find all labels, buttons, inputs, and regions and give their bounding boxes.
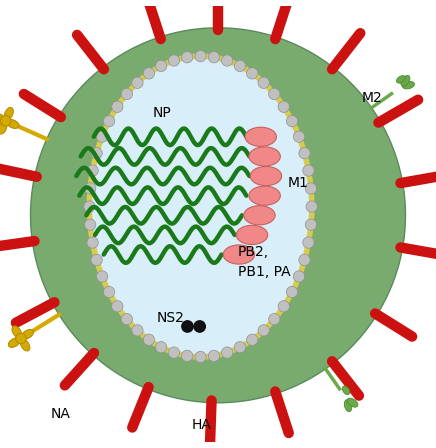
Text: NA: NA	[50, 407, 70, 421]
Text: M1: M1	[288, 176, 309, 190]
Circle shape	[258, 77, 269, 88]
Text: NP: NP	[153, 106, 171, 120]
Circle shape	[195, 51, 206, 62]
Circle shape	[143, 334, 154, 345]
Circle shape	[305, 183, 317, 194]
Circle shape	[121, 314, 133, 325]
Circle shape	[112, 101, 123, 112]
Ellipse shape	[245, 127, 276, 146]
Circle shape	[181, 350, 193, 362]
Text: M2: M2	[362, 90, 383, 104]
Circle shape	[132, 77, 143, 88]
Circle shape	[303, 165, 314, 176]
Ellipse shape	[89, 56, 312, 357]
Circle shape	[103, 116, 115, 127]
Ellipse shape	[0, 113, 5, 122]
Circle shape	[168, 347, 180, 358]
Circle shape	[221, 347, 233, 358]
Ellipse shape	[401, 75, 410, 86]
Circle shape	[299, 254, 310, 266]
Circle shape	[299, 147, 310, 159]
Ellipse shape	[347, 398, 358, 407]
Circle shape	[85, 183, 96, 194]
Circle shape	[269, 88, 280, 99]
Circle shape	[293, 271, 305, 282]
Ellipse shape	[223, 245, 255, 264]
Ellipse shape	[249, 186, 280, 205]
Circle shape	[181, 52, 193, 63]
Circle shape	[269, 314, 280, 325]
Ellipse shape	[4, 108, 14, 120]
Circle shape	[194, 321, 205, 332]
Circle shape	[156, 60, 167, 72]
Ellipse shape	[397, 76, 405, 83]
Circle shape	[208, 350, 220, 362]
Ellipse shape	[344, 400, 352, 412]
Ellipse shape	[12, 326, 21, 338]
Ellipse shape	[22, 329, 34, 339]
Ellipse shape	[0, 122, 7, 134]
Circle shape	[234, 60, 245, 72]
Text: PB1, PA: PB1, PA	[238, 265, 290, 279]
Circle shape	[234, 341, 245, 353]
Circle shape	[306, 201, 317, 212]
Circle shape	[247, 334, 258, 345]
Circle shape	[208, 52, 220, 63]
Circle shape	[247, 68, 258, 79]
Text: NS2: NS2	[157, 311, 185, 325]
Circle shape	[31, 28, 405, 403]
Circle shape	[303, 237, 314, 248]
Circle shape	[87, 237, 98, 248]
Circle shape	[16, 333, 26, 344]
Circle shape	[195, 351, 206, 362]
Circle shape	[84, 201, 95, 212]
Circle shape	[278, 301, 290, 312]
Ellipse shape	[249, 147, 280, 166]
Ellipse shape	[250, 167, 282, 185]
Circle shape	[121, 88, 133, 99]
Circle shape	[132, 325, 143, 336]
Circle shape	[0, 116, 11, 126]
Text: HA: HA	[192, 418, 212, 431]
Circle shape	[293, 131, 305, 142]
Circle shape	[96, 131, 108, 142]
Circle shape	[85, 219, 96, 230]
Circle shape	[112, 301, 123, 312]
Circle shape	[286, 116, 298, 127]
Ellipse shape	[7, 120, 19, 129]
Circle shape	[91, 254, 102, 266]
Ellipse shape	[342, 386, 350, 395]
Circle shape	[182, 321, 193, 332]
Circle shape	[168, 55, 180, 66]
Circle shape	[305, 219, 317, 230]
Text: PB2,: PB2,	[238, 246, 269, 259]
Ellipse shape	[20, 339, 30, 351]
Ellipse shape	[8, 338, 20, 347]
Circle shape	[258, 325, 269, 336]
Circle shape	[278, 101, 290, 112]
Circle shape	[221, 55, 233, 66]
Circle shape	[156, 341, 167, 353]
Ellipse shape	[236, 225, 268, 245]
Circle shape	[143, 68, 154, 79]
Ellipse shape	[402, 82, 414, 89]
Circle shape	[103, 286, 115, 297]
Ellipse shape	[244, 206, 275, 225]
Circle shape	[91, 147, 102, 159]
Circle shape	[87, 165, 98, 176]
Circle shape	[96, 271, 108, 282]
Circle shape	[286, 286, 298, 297]
